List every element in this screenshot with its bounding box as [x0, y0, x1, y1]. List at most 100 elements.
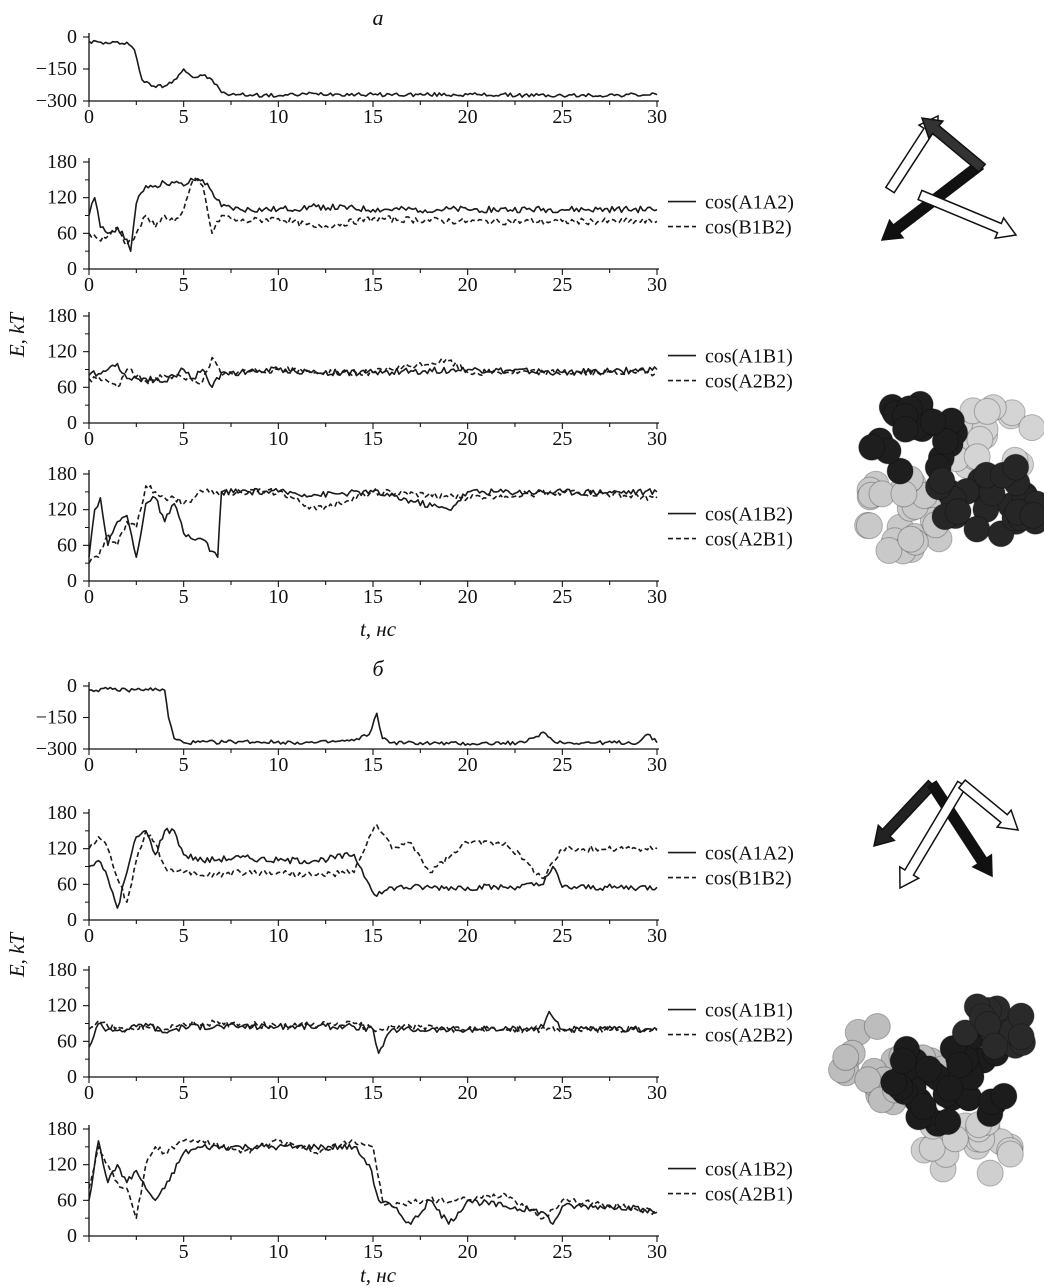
- x-tick-label: 30: [647, 586, 667, 608]
- series-line-cosb1b2: [88, 177, 658, 246]
- x-tick-label: 30: [647, 1241, 667, 1263]
- legend-label: cos(A2B1): [705, 529, 793, 551]
- x-tick-label: 25: [552, 428, 572, 450]
- x-tick-label: 5: [179, 1082, 189, 1104]
- y-tick-label: 120: [47, 499, 77, 521]
- y-tick-label: 0: [67, 26, 77, 48]
- y-tick-label: 180: [47, 463, 77, 485]
- molecule-atom: [973, 397, 1001, 425]
- x-tick-label: 15: [363, 274, 383, 296]
- x-tick-label: 20: [458, 754, 478, 776]
- y-tick-label: 0: [67, 570, 77, 592]
- y-tick-label: 60: [57, 222, 77, 244]
- molecule-atom: [855, 512, 883, 540]
- chart-b-cos-a1a2-b1b2: 0 5 10 15 20 25 30 0 60 120 180 cos(A1A2) cos(B1B2): [47, 802, 794, 947]
- molecule-atom: [890, 480, 918, 508]
- molecule-atom: [915, 1055, 943, 1083]
- x-tick-label: 5: [179, 106, 189, 128]
- x-tick-label: 0: [84, 754, 94, 776]
- panel-label-a: а: [373, 5, 384, 30]
- molecule-atom: [909, 1092, 937, 1120]
- molecule-atom: [946, 1051, 974, 1079]
- x-tick-label: 0: [84, 586, 94, 608]
- series-line-cosa1a2: [88, 827, 658, 909]
- y-tick-label: 180: [47, 802, 77, 824]
- x-tick-label: 0: [84, 106, 94, 128]
- legend-label: cos(B1B2): [705, 868, 792, 890]
- x-tick-label: 10: [268, 586, 288, 608]
- x-tick-label: 20: [458, 1241, 478, 1263]
- x-tick-label: 30: [647, 274, 667, 296]
- legend-label: cos(A1B1): [705, 346, 793, 368]
- molecule-atom: [892, 415, 919, 443]
- legend-label: cos(B1B2): [705, 217, 792, 239]
- molecule-atom: [919, 408, 947, 436]
- x-tick-label: 30: [647, 428, 667, 450]
- y-tick-label: 0: [67, 1066, 77, 1088]
- x-tick-label: 25: [552, 925, 572, 947]
- chart-b-cos-a1b2-a2b1: 5 10 15 20 25 30 0 60 120 180 cos(A1B2) cos(A2B1): [47, 1118, 793, 1263]
- legend-label: cos(A1B1): [705, 1000, 793, 1022]
- x-tick-label: 10: [268, 106, 288, 128]
- arrow-icon: [957, 779, 1020, 831]
- x-tick-label: 25: [552, 1241, 572, 1263]
- y-axis-title-b: E, kT: [5, 932, 29, 979]
- series-line-energy: [88, 686, 658, 747]
- panel-label-b: б: [372, 656, 384, 681]
- y-tick-label: 120: [47, 1154, 77, 1176]
- x-tick-label: 30: [647, 925, 667, 947]
- arrow-icon: [873, 779, 937, 848]
- series-line-cosa2b2: [88, 356, 658, 389]
- arrow-icon: [917, 189, 1018, 240]
- chart-a-cos-a1b2-a2b1: 0 5 10 15 20 25 30 0 60 120 180 cos(A1B2) cos(A2B1): [47, 463, 793, 608]
- y-tick-label: −150: [36, 58, 77, 80]
- x-tick-label: 0: [84, 274, 94, 296]
- x-tick-label: 15: [363, 925, 383, 947]
- molecule-atom: [931, 427, 959, 455]
- molecule-atom: [875, 537, 903, 564]
- y-tick-label: 0: [67, 258, 77, 280]
- series-line-cosa1a2: [88, 177, 658, 252]
- legend-label: cos(A1A2): [705, 192, 794, 214]
- y-tick-label: 180: [47, 1118, 77, 1140]
- molecule-atom: [897, 525, 925, 553]
- series-line-cosa1b2: [88, 1140, 658, 1225]
- molecule-atom: [1019, 501, 1044, 529]
- molecule-atom: [944, 498, 972, 526]
- x-tick-label: 30: [647, 754, 667, 776]
- x-tick-label: 30: [647, 106, 667, 128]
- x-tick-label: 20: [458, 428, 478, 450]
- y-tick-label: 60: [57, 1030, 77, 1052]
- x-tick-label: 5: [179, 586, 189, 608]
- x-tick-label: 5: [179, 925, 189, 947]
- molecule-atom: [990, 1082, 1018, 1110]
- arrow-icon: [920, 117, 987, 173]
- chart-b-energy: 0 5 10 15 20 25 30 0 −150 −300: [36, 675, 667, 776]
- x-tick-label: 0: [84, 1082, 94, 1104]
- y-tick-label: 120: [47, 187, 77, 209]
- x-tick-label: 25: [552, 106, 572, 128]
- chart-b-cos-a1b1-a2b2: 0 5 10 15 20 25 30 0 60 120 180 cos(A1B1) cos(A2B2): [47, 959, 793, 1104]
- molecule-atom: [936, 1074, 964, 1102]
- legend-label: cos(A2B2): [705, 371, 793, 393]
- molecule-atom: [1007, 1023, 1035, 1051]
- molecule-atom: [928, 467, 956, 495]
- series-line-cosa2b1: [88, 1138, 658, 1220]
- molecule-atom: [996, 1140, 1024, 1168]
- molecule-illustrations: [828, 114, 1044, 1187]
- molecule-atom: [854, 1066, 882, 1094]
- y-tick-label: 60: [57, 534, 77, 556]
- x-tick-label: 15: [363, 754, 383, 776]
- chart-a-energy: 0 5 10 15 20 25 30 0 −150 −300: [36, 26, 667, 128]
- x-tick-label: 25: [552, 1082, 572, 1104]
- y-tick-label: 0: [67, 675, 77, 697]
- legend-label: cos(A1B2): [705, 1159, 793, 1181]
- x-tick-label: 20: [458, 106, 478, 128]
- molecule-atom: [976, 1159, 1004, 1187]
- x-tick-label: 15: [363, 106, 383, 128]
- x-tick-label: 20: [458, 586, 478, 608]
- y-tick-label: 60: [57, 873, 77, 895]
- x-tick-label: 10: [268, 754, 288, 776]
- x-tick-label: 20: [458, 925, 478, 947]
